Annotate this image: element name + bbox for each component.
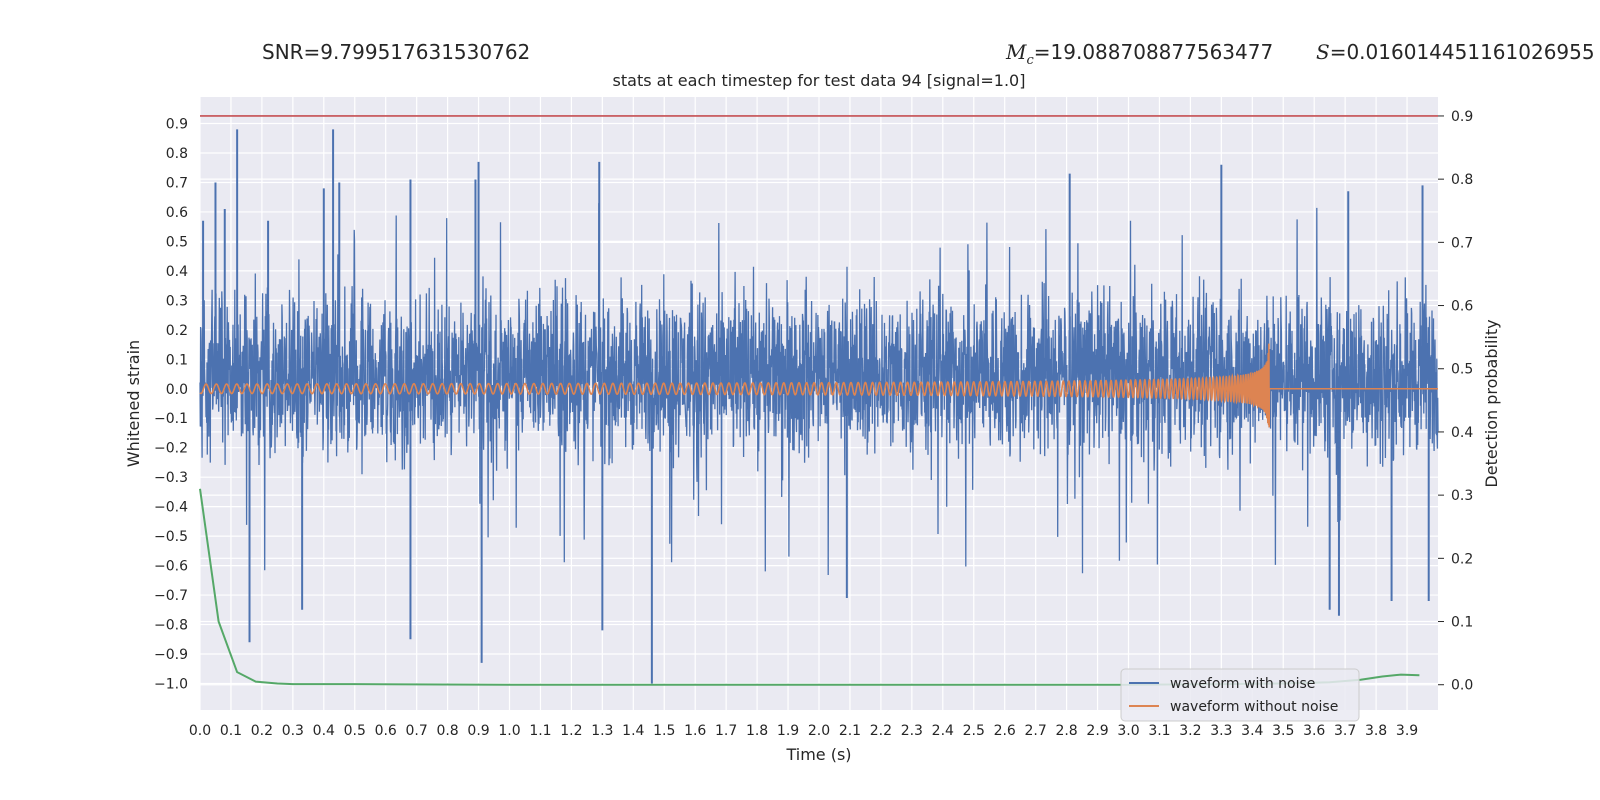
x-tick-label: 1.1 <box>529 723 551 739</box>
y2-tick-label: 0.6 <box>1451 299 1473 315</box>
y-tick-label: −0.7 <box>154 588 188 604</box>
x-tick-label: 0.7 <box>406 723 428 739</box>
x-tick-label: 3.5 <box>1272 723 1294 739</box>
y-tick-label: 0.4 <box>166 264 188 280</box>
x-tick-label: 3.8 <box>1365 723 1387 739</box>
snr-readout: SNR=9.799517631530762 <box>262 40 531 64</box>
chart-title: stats at each timestep for test data 94 … <box>612 71 1026 90</box>
x-tick-label: 2.6 <box>994 723 1016 739</box>
y2-tick-label: 0.7 <box>1451 235 1473 251</box>
chirp-mass-subscript: c <box>1026 53 1034 68</box>
y2-tick-label: 0.3 <box>1451 488 1473 504</box>
x-tick-label: 3.0 <box>1117 723 1139 739</box>
chirp-mass-readout: Mc=19.088708877563477 <box>1006 40 1273 68</box>
x-tick-label: 0.5 <box>344 723 366 739</box>
x-axis-label: Time (s) <box>785 745 851 764</box>
x-tick-label: 1.7 <box>715 723 737 739</box>
y2-tick-label: 0.9 <box>1451 109 1473 125</box>
x-tick-label: 1.9 <box>777 723 799 739</box>
x-tick-label: 3.1 <box>1148 723 1170 739</box>
x-tick-label: 1.5 <box>653 723 675 739</box>
y-tick-label: −1.0 <box>154 676 188 692</box>
x-tick-label: 1.8 <box>746 723 768 739</box>
x-tick-label: 2.7 <box>1025 723 1047 739</box>
spin-symbol: S <box>1316 40 1330 64</box>
y2-tick-label: 0.8 <box>1451 172 1473 188</box>
x-tick-label: 0.0 <box>189 723 211 739</box>
y-tick-label: 0.3 <box>166 293 188 309</box>
x-tick-label: 3.4 <box>1241 723 1263 739</box>
x-tick-label: 3.9 <box>1396 723 1418 739</box>
x-tick-label: 2.4 <box>932 723 954 739</box>
series-noise-peaks <box>202 129 1430 684</box>
y-tick-label: −0.4 <box>154 500 188 516</box>
spin-readout: S=0.016014451161026955 <box>1316 40 1595 64</box>
y-axis-label: Whitened strain <box>124 340 143 467</box>
spin-value: =0.016014451161026955 <box>1329 40 1595 64</box>
y-tick-label: −0.1 <box>154 411 188 427</box>
x-tick-label: 1.4 <box>622 723 644 739</box>
x-tick-label: 1.0 <box>498 723 520 739</box>
x-tick-label: 2.5 <box>963 723 985 739</box>
y2-tick-label: 0.1 <box>1451 615 1473 631</box>
y-tick-label: −0.5 <box>154 529 188 545</box>
x-tick-label: 3.7 <box>1334 723 1356 739</box>
y-tick-label: 0.7 <box>166 175 188 191</box>
series-waveform-with-noise <box>199 203 1439 576</box>
y-tick-label: 0.2 <box>166 323 188 339</box>
chirp-mass-symbol: M <box>1006 40 1027 64</box>
series-detection-probability <box>199 488 1420 686</box>
y-tick-label: 0.1 <box>166 352 188 368</box>
y2-tick-label: 0.2 <box>1451 551 1473 567</box>
y-tick-label: 0.6 <box>166 205 188 221</box>
x-tick-label: 0.1 <box>220 723 242 739</box>
x-tick-label: 3.6 <box>1303 723 1325 739</box>
y2-tick-label: 0.0 <box>1451 678 1473 694</box>
y-tick-label: 0.9 <box>166 117 188 133</box>
x-tick-label: 0.9 <box>467 723 489 739</box>
y-tick-label: −0.8 <box>154 618 188 634</box>
x-axis-ticks: 0.0 0.1 0.2 0.3 0.4 0.5 0.6 0.7 0.8 0.9 1.0 1.1 1.2 1… <box>189 723 1418 739</box>
legend-label-noise: waveform with noise <box>1170 676 1315 692</box>
x-tick-label: 0.3 <box>282 723 304 739</box>
x-tick-label: 1.3 <box>591 723 613 739</box>
y-tick-label: −0.3 <box>154 470 188 486</box>
x-tick-label: 2.0 <box>808 723 830 739</box>
x-tick-label: 0.8 <box>436 723 458 739</box>
x-tick-label: 0.2 <box>251 723 273 739</box>
chirp-mass-value: =19.088708877563477 <box>1033 40 1274 64</box>
y-tick-label: 0.5 <box>166 234 188 250</box>
x-tick-label: 2.3 <box>901 723 923 739</box>
y-tick-label: −0.9 <box>154 647 188 663</box>
x-tick-label: 2.9 <box>1086 723 1108 739</box>
noise-trace <box>199 203 1439 576</box>
y-tick-label: −0.2 <box>154 441 188 457</box>
x-tick-label: 0.4 <box>313 723 335 739</box>
y2-tick-label: 0.4 <box>1451 425 1473 441</box>
x-tick-label: 2.2 <box>870 723 892 739</box>
y2-axis-label: Detection probability <box>1482 319 1501 487</box>
x-tick-label: 1.6 <box>684 723 706 739</box>
y-tick-label: 0.8 <box>166 146 188 162</box>
legend-label-signal: waveform without noise <box>1170 699 1338 715</box>
legend: waveform with noise waveform without noi… <box>1120 668 1360 722</box>
series-waveform-without-noise <box>199 343 1438 428</box>
x-tick-label: 2.8 <box>1055 723 1077 739</box>
x-tick-label: 2.1 <box>839 723 861 739</box>
y-tick-label: −0.6 <box>154 559 188 575</box>
x-tick-label: 0.6 <box>375 723 397 739</box>
y2-tick-label: 0.5 <box>1451 362 1473 378</box>
y-axis-ticks: 0.9 0.8 0.7 0.6 0.5 0.4 0.3 0.2 0.1 0.0 −0.1 −0.2 −0… <box>154 117 188 693</box>
x-tick-label: 1.2 <box>560 723 582 739</box>
legend-box <box>1120 668 1360 722</box>
x-tick-label: 3.2 <box>1179 723 1201 739</box>
y-tick-label: 0.0 <box>166 382 188 398</box>
x-tick-label: 3.3 <box>1210 723 1232 739</box>
y2-axis-ticks: 0.9 0.8 0.7 0.6 0.5 0.4 0.3 0.2 0.1 0.0 <box>1438 109 1473 694</box>
